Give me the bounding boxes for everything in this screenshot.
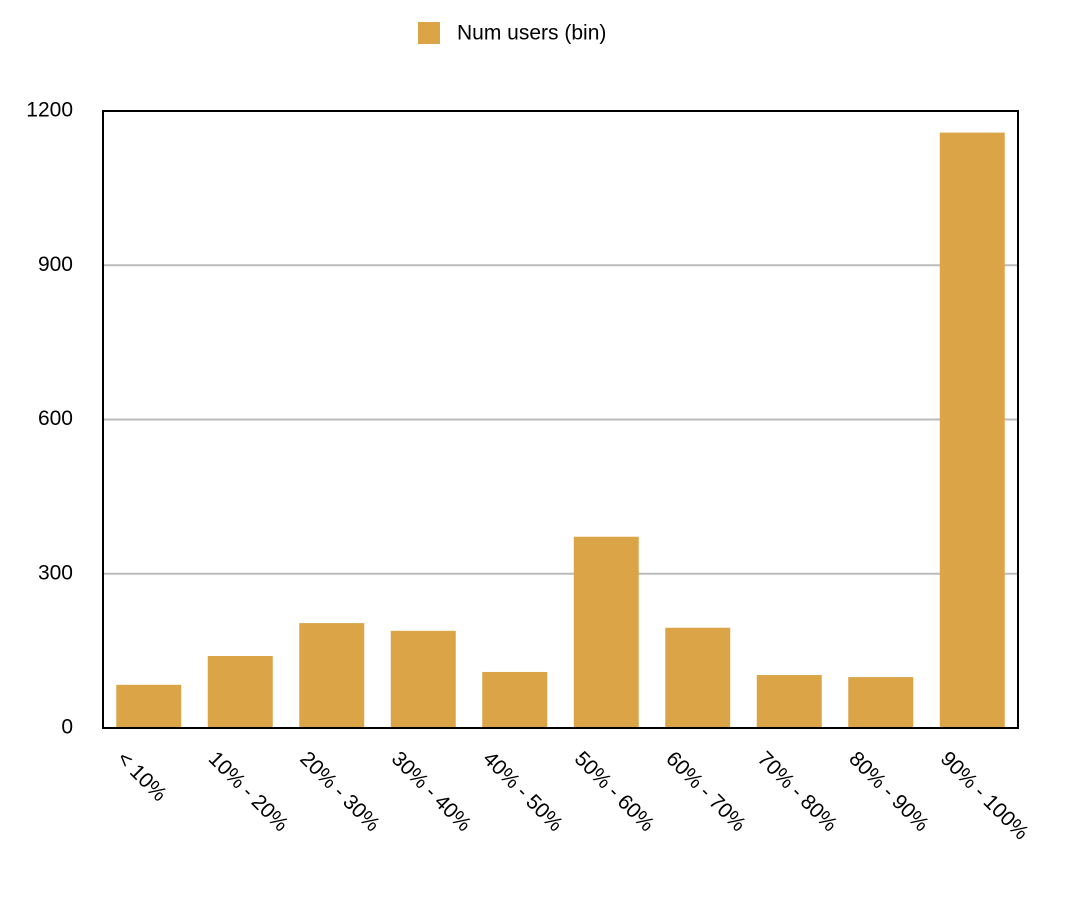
x-tick-label: 60% - 70% [661,747,750,836]
x-tick-label: 40% - 50% [478,747,567,836]
x-tick-label: 10% - 20% [204,747,293,836]
x-tick-label: 20% - 30% [295,747,384,836]
x-tick-label: 70% - 80% [753,747,842,836]
bar [207,656,273,728]
y-tick-label: 1200 [26,99,73,122]
bar [756,675,822,728]
x-tick-label: 80% - 90% [844,747,933,836]
bar [848,677,914,728]
legend-label: Num users (bin) [457,22,606,45]
bar [665,627,731,728]
bar [299,623,365,728]
bar [482,671,548,728]
x-tick-label: < 10% [112,747,171,806]
bar [390,630,456,728]
x-tick-label: 90% - 100% [936,747,1033,844]
x-tick-label: 30% - 40% [387,747,476,836]
x-tick-label: 50% - 60% [570,747,659,836]
bar [116,684,182,728]
y-tick-label: 0 [61,716,73,739]
plot-frame [102,110,1019,729]
legend-swatch [418,22,440,44]
y-tick-label: 900 [38,253,73,276]
bar [573,536,639,728]
y-tick-label: 300 [38,561,73,584]
y-tick-label: 600 [38,407,73,430]
bar [939,132,1005,729]
